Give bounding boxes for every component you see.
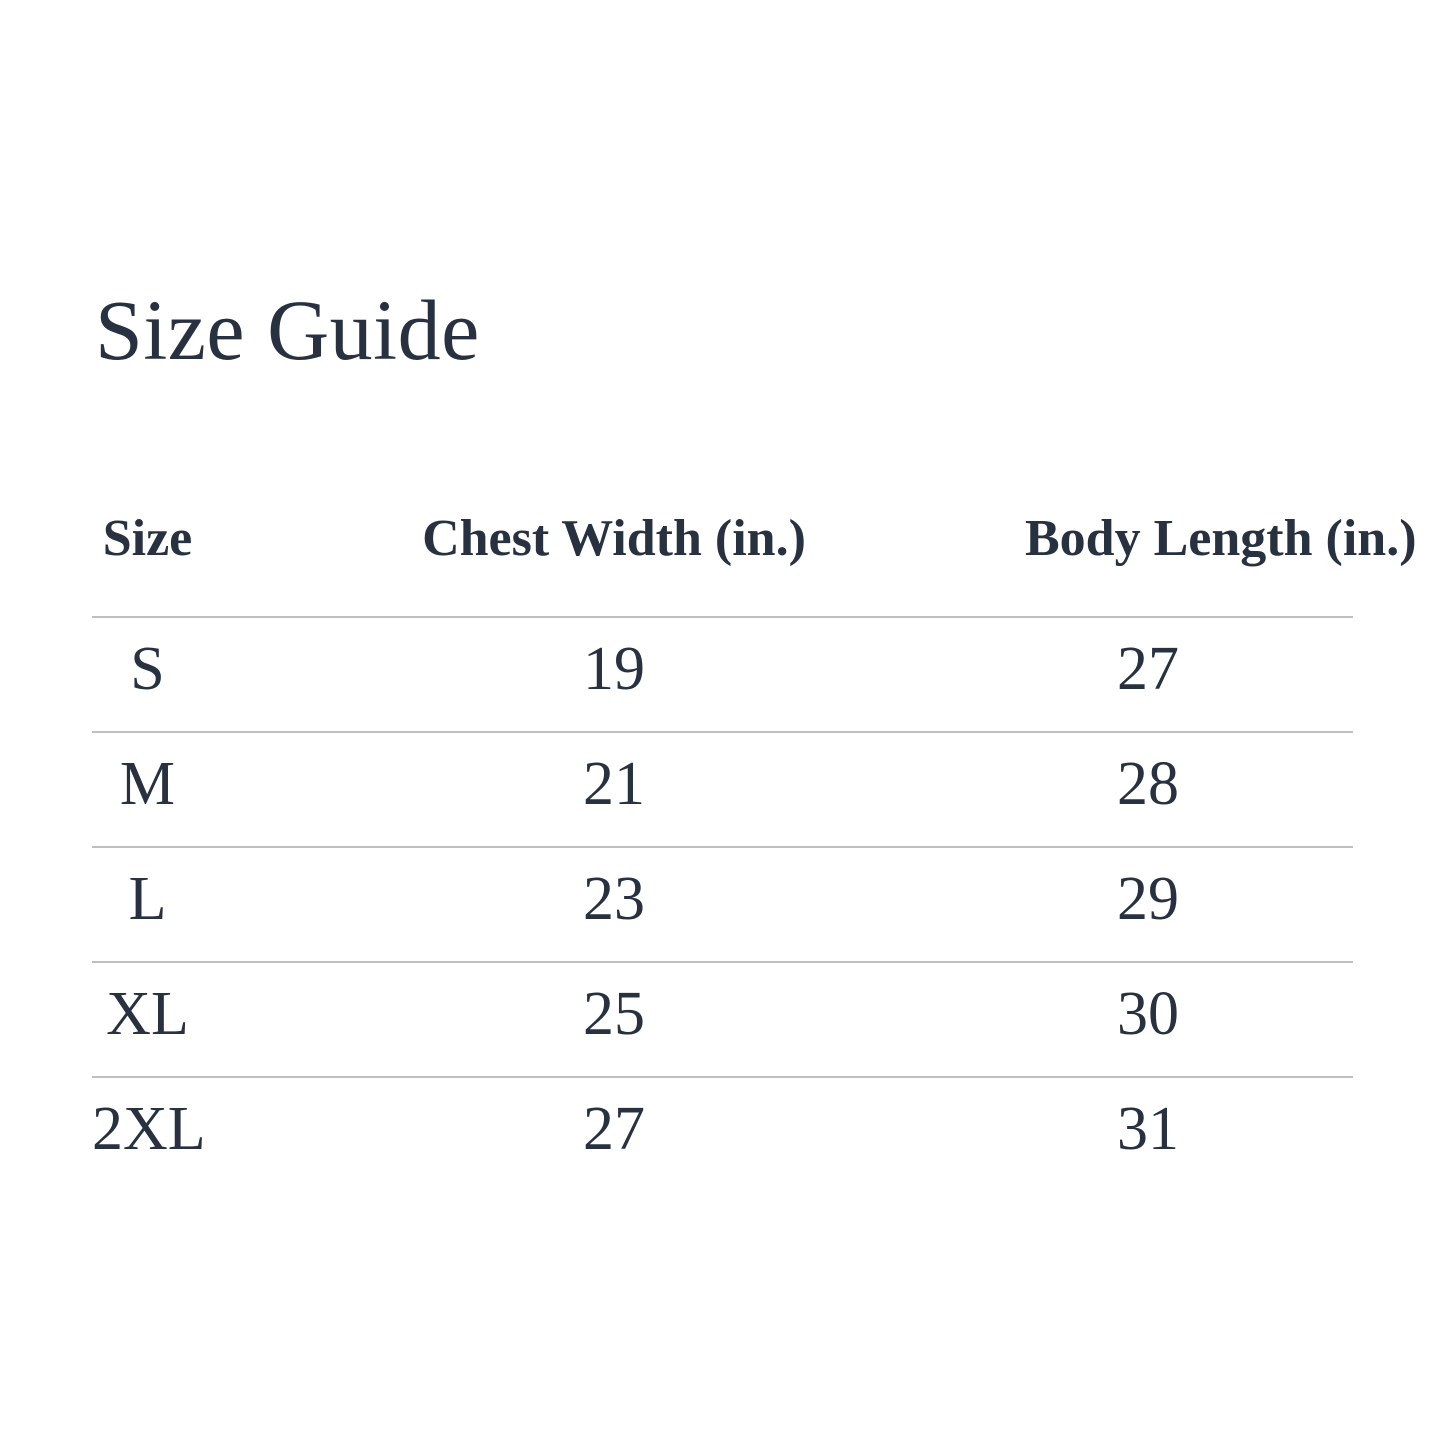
size-cell: XL — [92, 962, 203, 1078]
chest-width-cell: 21 — [203, 732, 1025, 848]
table-row-2xl: 2XL 27 31 — [92, 1077, 1353, 1192]
body-length-cell: 28 — [1025, 732, 1353, 848]
page-title: Size Guide — [95, 282, 480, 378]
table-row-xl: XL 25 30 — [92, 962, 1353, 1078]
body-length-cell: 29 — [1025, 847, 1353, 963]
chest-width-cell: 25 — [203, 962, 1025, 1078]
chest-width-cell: 27 — [583, 1095, 645, 1163]
body-length-cell: 31 — [1117, 1095, 1179, 1163]
size-guide-panel: Size Guide Size Chest Width (in.) Body L… — [92, 0, 1417, 1192]
size-cell: L — [92, 847, 203, 963]
size-cell: S — [92, 617, 203, 733]
size-cell: M — [92, 732, 203, 848]
body-length-cell: 27 — [1025, 617, 1353, 733]
body-length-cell: 30 — [1025, 962, 1353, 1078]
size-cell: 2XL — [92, 1095, 206, 1163]
table-row-l: L 23 29 — [92, 847, 1353, 963]
table-header: Size Chest Width (in.) Body Length (in.) — [92, 513, 1417, 618]
column-header-chest-width: Chest Width (in.) — [203, 513, 1025, 618]
size-guide-table: Size Chest Width (in.) Body Length (in.)… — [92, 513, 1417, 1192]
chest-width-cell: 23 — [203, 847, 1025, 963]
table-body: S 19 27 M 21 28 L 23 29 XL 25 30 2XL 27 — [92, 617, 1353, 1192]
table-row-s: S 19 27 — [92, 617, 1353, 733]
column-header-body-length: Body Length (in.) — [1025, 513, 1417, 618]
chest-width-cell: 19 — [203, 617, 1025, 733]
column-header-size: Size — [92, 513, 203, 618]
table-header-row: Size Chest Width (in.) Body Length (in.) — [92, 513, 1417, 618]
table-row-m: M 21 28 — [92, 732, 1353, 848]
